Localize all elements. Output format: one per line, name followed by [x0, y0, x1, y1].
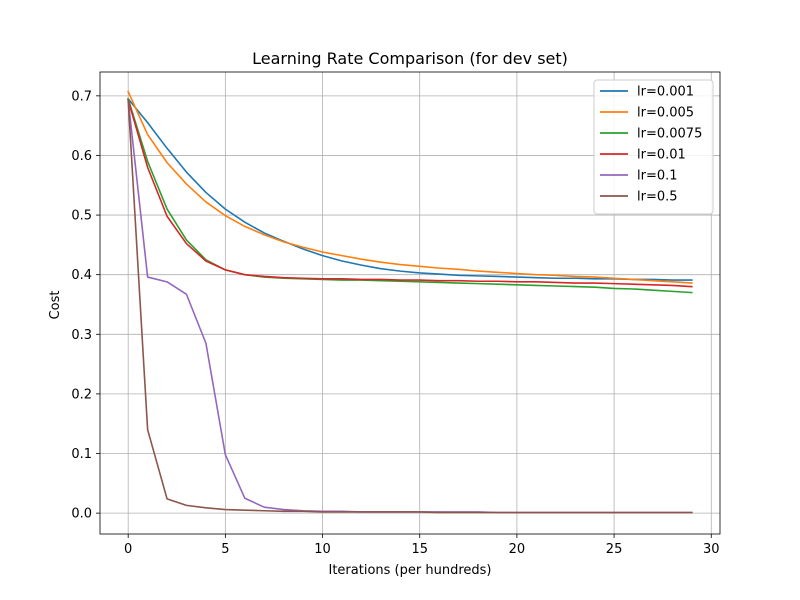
y-tick-label: 0.5 [71, 209, 92, 224]
legend-label: lr=0.01 [637, 148, 686, 163]
legend-label: lr=0.005 [637, 106, 694, 121]
series-lines [127, 90, 693, 514]
y-tick-label: 0.2 [71, 387, 92, 402]
x-tick-label: 0 [124, 542, 132, 557]
legend-label: lr=0.001 [637, 85, 694, 100]
y-tick-label: 0.1 [71, 447, 92, 462]
legend-label: lr=0.1 [637, 169, 678, 184]
plot-frame [99, 71, 721, 535]
y-tick-label: 0.3 [71, 328, 92, 343]
legend-label: lr=0.0075 [637, 127, 702, 142]
x-tick-label: 25 [606, 542, 623, 557]
legend-box [593, 79, 714, 215]
series-line-lr=0.001 [127, 97, 693, 281]
series-line-lr=0.005 [127, 90, 693, 284]
y-tick-label: 0.4 [71, 268, 92, 283]
ticks: 0 5 10 15 20 25 30 0.0 0.1 0.2 0.3 0.4 0.5 0.6 0.7 [71, 89, 719, 557]
y-tick-label: 0.6 [71, 149, 92, 164]
y-tick-label: 0.0 [71, 507, 92, 522]
series-line-lr=0.01 [127, 99, 693, 288]
x-axis-label: Iterations (per hundreds) [329, 563, 492, 578]
x-tick-label: 15 [411, 542, 428, 557]
legend-label: lr=0.5 [637, 190, 678, 205]
x-tick-label: 20 [509, 542, 526, 557]
chart-title: Learning Rate Comparison (for dev set) [252, 49, 568, 68]
x-tick-label: 30 [703, 542, 720, 557]
x-tick-label: 10 [314, 542, 331, 557]
x-tick-label: 5 [221, 542, 229, 557]
series-line-lr=0.5 [127, 99, 693, 514]
y-tick-label: 0.7 [71, 89, 92, 104]
grid [100, 72, 720, 534]
legend: lr=0.001 lr=0.005 lr=0.0075 lr=0.01 lr=0.1 lr… [593, 79, 714, 215]
y-axis-label: Cost [48, 291, 63, 320]
